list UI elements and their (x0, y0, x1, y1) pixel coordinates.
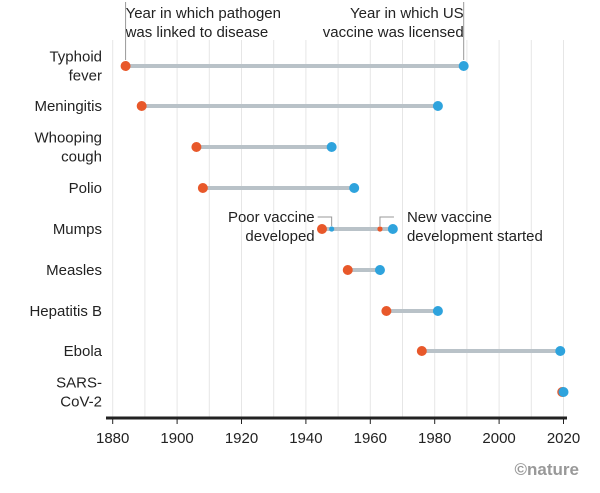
row-label: Whooping (34, 130, 102, 147)
row-label: Typhoid (49, 49, 102, 66)
start-point (191, 142, 202, 152)
row-label: SARS- (56, 375, 102, 392)
end-point (432, 306, 443, 316)
poor-vaccine-point (329, 226, 335, 232)
x-tick-label: 1900 (160, 430, 193, 447)
row-label: Measles (46, 262, 102, 279)
row-label: Ebola (64, 343, 103, 360)
row-label: cough (61, 149, 102, 166)
annotation-new-vaccine: development started (407, 228, 543, 245)
row-label: Mumps (53, 221, 102, 238)
x-tick-label: 2000 (482, 430, 515, 447)
nature-logo: ©nature (515, 460, 579, 479)
end-point (558, 387, 569, 397)
end-point (387, 224, 398, 234)
x-tick-label: 1980 (418, 430, 451, 447)
legend-start-label: Year in which pathogen (126, 5, 281, 22)
row-label: fever (69, 68, 102, 85)
annotation-poor-vaccine: Poor vaccine (228, 209, 315, 226)
start-point (416, 346, 427, 356)
annotation-new-vaccine: New vaccine (407, 209, 492, 226)
end-point (326, 142, 337, 152)
annotation-leader (379, 216, 394, 226)
row-label: CoV-2 (60, 394, 102, 411)
end-point (458, 61, 469, 71)
x-tick-label: 1880 (96, 430, 129, 447)
x-tick-label: 2020 (547, 430, 580, 447)
end-point (374, 265, 385, 275)
legend-start-label: was linked to disease (125, 24, 269, 41)
row-label: Hepatitis B (29, 303, 102, 320)
end-point (555, 346, 566, 356)
start-point (120, 61, 131, 71)
start-point (342, 265, 353, 275)
annotation-poor-vaccine: developed (245, 228, 314, 245)
legend-end-label: Year in which US (350, 5, 464, 22)
end-point (432, 101, 443, 111)
start-point (197, 183, 208, 193)
annotation-leader (317, 216, 333, 226)
new-vaccine-point (377, 226, 383, 232)
x-tick-label: 1940 (289, 430, 322, 447)
x-tick-label: 1960 (354, 430, 387, 447)
row-label: Meningitis (34, 98, 102, 115)
end-point (349, 183, 360, 193)
start-point (317, 224, 327, 234)
start-point (136, 101, 147, 111)
legend-end-label: vaccine was licensed (323, 24, 464, 41)
x-tick-label: 1920 (225, 430, 258, 447)
row-label: Polio (69, 180, 102, 197)
start-point (381, 306, 392, 316)
